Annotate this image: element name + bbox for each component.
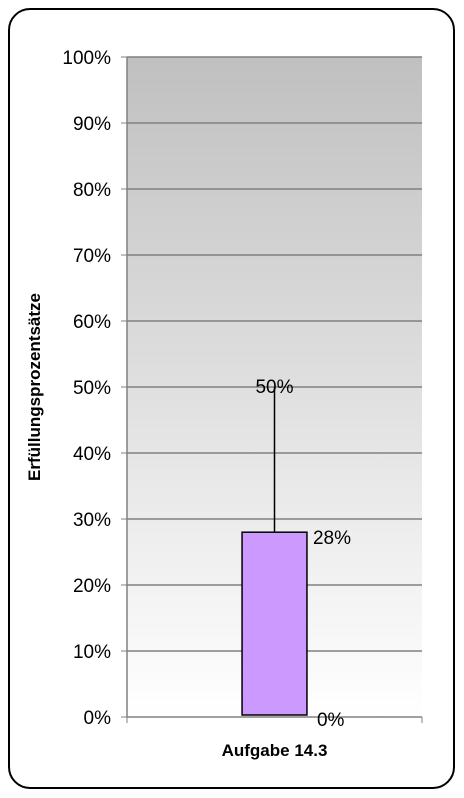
upper-box-label: 28% xyxy=(313,528,351,549)
y-tick-label: 10% xyxy=(73,642,111,663)
max-label: 50% xyxy=(255,377,293,398)
data-labels: 50% 28% 0% Aufgabe 14.3 xyxy=(222,377,351,760)
y-tick-label: 50% xyxy=(73,378,111,399)
y-tick-label: 40% xyxy=(73,444,111,465)
min-label: 0% xyxy=(317,710,345,731)
y-axis-title: Erfüllungsprozentsätze xyxy=(25,293,44,481)
axes xyxy=(121,56,423,723)
y-tick-label: 30% xyxy=(73,510,111,531)
y-tick-label: 20% xyxy=(73,576,111,597)
category-label: Aufgabe 14.3 xyxy=(222,741,328,760)
box xyxy=(241,531,308,716)
y-tick-labels: 0% 10% 20% 30% 40% 50% 60% 70% 80% 90% 100% xyxy=(62,48,111,729)
y-tick-label: 70% xyxy=(73,246,111,267)
box-plot-marks xyxy=(241,387,308,716)
y-tick-label: 0% xyxy=(84,708,112,729)
y-tick-label: 60% xyxy=(73,312,111,333)
y-tick-label: 100% xyxy=(62,48,111,69)
y-tick-label: 80% xyxy=(73,180,111,201)
y-tick-label: 90% xyxy=(73,114,111,135)
